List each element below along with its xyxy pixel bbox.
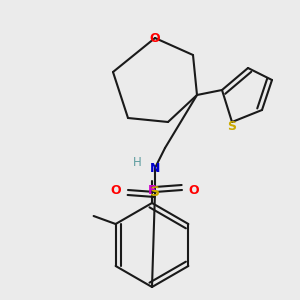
Text: S: S — [227, 121, 236, 134]
Text: F: F — [148, 184, 156, 197]
Text: O: O — [111, 184, 121, 196]
Text: N: N — [150, 161, 160, 175]
Text: O: O — [189, 184, 199, 196]
Text: O: O — [150, 32, 160, 44]
Text: S: S — [150, 185, 160, 199]
Text: H: H — [133, 157, 141, 169]
